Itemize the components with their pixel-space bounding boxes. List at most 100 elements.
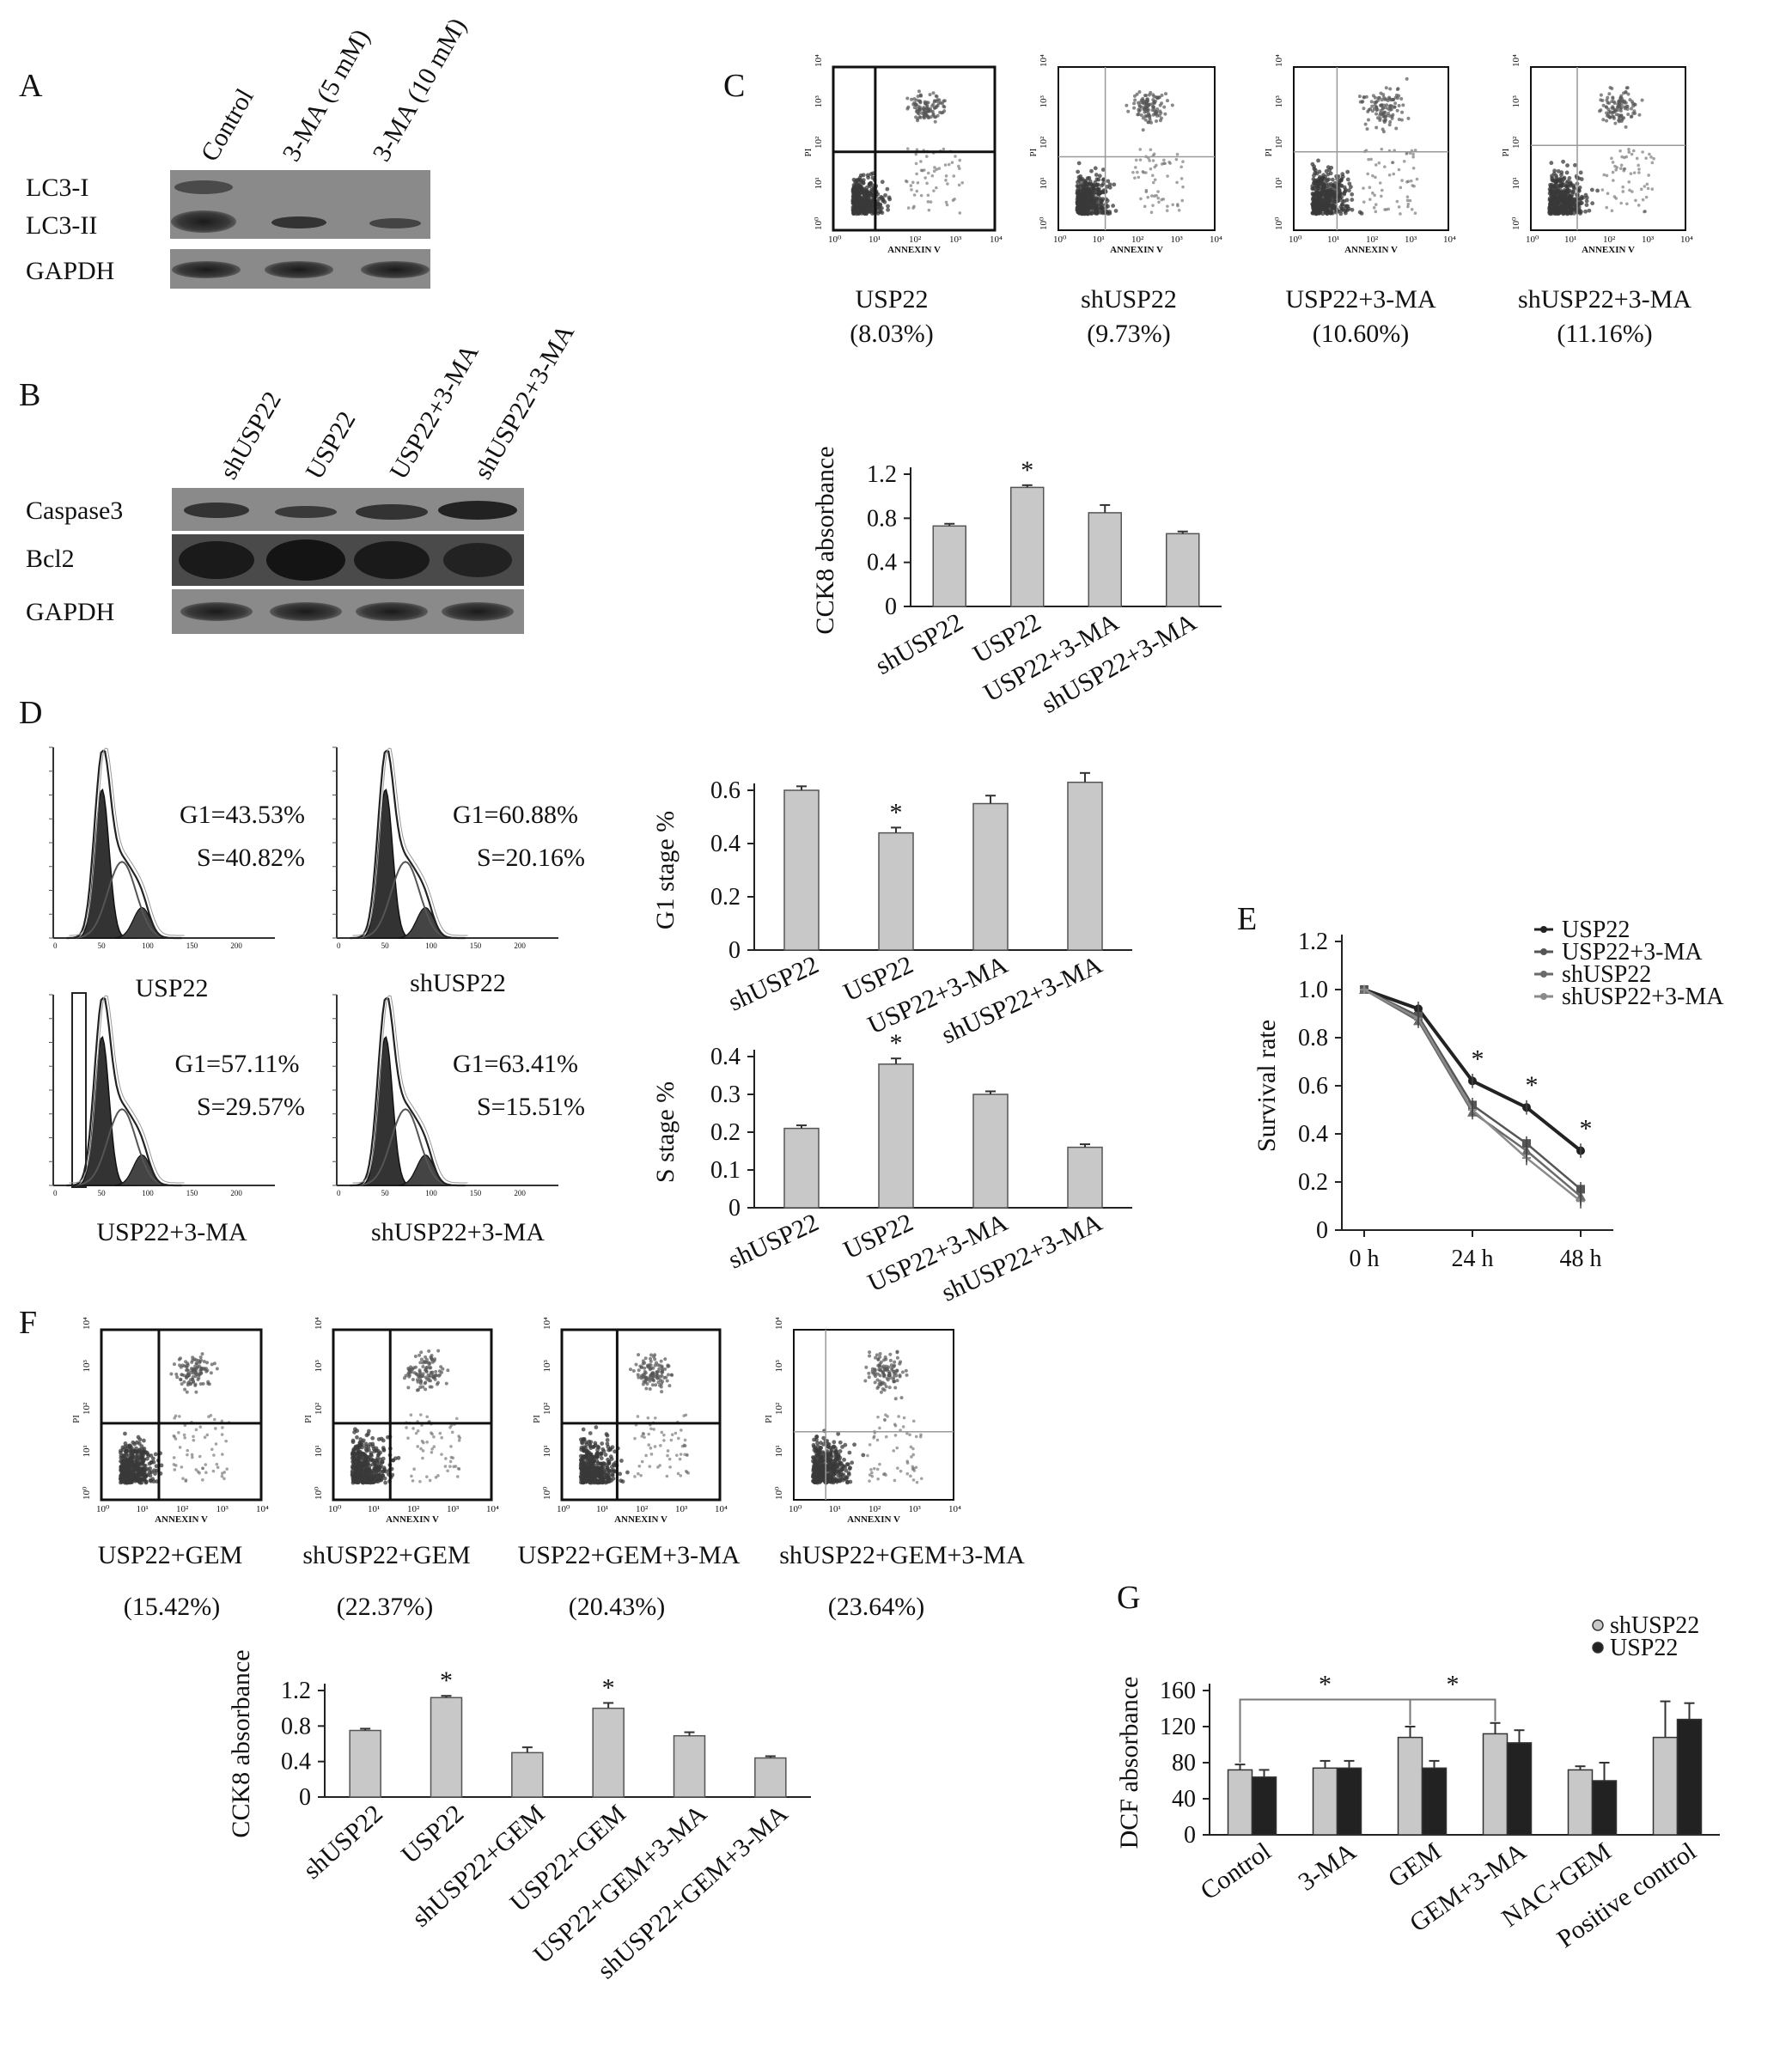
flow-event-dot — [1367, 157, 1370, 161]
flow-event-dot — [1330, 210, 1335, 216]
flow-event-dot — [200, 1352, 204, 1356]
hist-gate-box — [71, 992, 87, 1188]
flow-event-dot — [1082, 208, 1087, 213]
flow-axis-tick: 10³ — [814, 95, 824, 108]
flow-event-dot — [430, 1353, 434, 1357]
chart-bar — [878, 1063, 914, 1209]
flow-event-dot — [944, 174, 948, 178]
flow-event-dot — [1152, 106, 1156, 110]
flow-event-dot — [419, 1350, 424, 1355]
chart-legend-marker — [1540, 948, 1547, 955]
flow-event-dot — [369, 1453, 374, 1458]
flow-event-dot — [820, 1450, 826, 1455]
flow-event-dot — [925, 113, 930, 118]
chart-y-tick-label: 0.8 — [867, 505, 897, 532]
flow-axis-tick: 10⁴ — [486, 1504, 499, 1514]
hist-s-phase-curve — [357, 1108, 453, 1186]
flow-event-dot — [449, 1445, 453, 1448]
flow-axis-label: ANNEXIN V — [1344, 245, 1398, 255]
flow-event-dot — [593, 1441, 598, 1446]
flow-event-dot — [1621, 190, 1625, 193]
blot-b-row-label: Bcl2 — [26, 545, 75, 573]
flow-event-dot — [130, 1446, 134, 1451]
flow-event-dot — [663, 1357, 667, 1362]
blot-a-lane-label: 3-MA (10 mM) — [367, 13, 472, 166]
flow-event-dot — [369, 1477, 374, 1481]
flow-event-dot — [881, 198, 886, 204]
flow-event-dot — [1617, 100, 1621, 104]
flow-event-dot — [120, 1455, 125, 1460]
flow-event-dot — [1643, 185, 1647, 188]
flow-event-dot — [821, 1441, 826, 1447]
flow-event-dot — [452, 1465, 455, 1469]
flow-event-dot — [1144, 171, 1148, 174]
hist-label: USP22 — [135, 974, 208, 1002]
flow-event-dot — [174, 1372, 179, 1376]
flow-event-dot — [1383, 106, 1387, 110]
flow-event-dot — [582, 1462, 587, 1467]
flow-event-dot — [636, 1415, 640, 1418]
hist-envelope — [66, 996, 182, 1187]
flow-event-dot — [350, 1438, 356, 1443]
flow-event-dot — [209, 1414, 213, 1417]
hist-s-value: S=29.57% — [197, 1093, 305, 1121]
flow-event-dot — [1320, 193, 1326, 198]
hist-s-value: S=20.16% — [477, 844, 585, 872]
flow-event-dot — [905, 96, 910, 101]
flow-event-dot — [194, 1390, 198, 1394]
flow-event-dot — [842, 1457, 846, 1462]
flow-event-dot — [444, 1457, 448, 1460]
flow-event-dot — [119, 1465, 124, 1469]
flow-event-dot — [1164, 92, 1168, 96]
flow-event-dot — [1311, 186, 1315, 192]
flow-event-dot — [1155, 119, 1159, 124]
flow-event-dot — [1132, 94, 1137, 98]
blot-band — [266, 539, 345, 581]
flow-event-dot — [1548, 202, 1553, 206]
hist-g1-value: G1=57.11% — [175, 1050, 300, 1078]
flow-event-dot — [1627, 150, 1631, 154]
flow-event-dot — [1153, 178, 1157, 182]
flow-plot: shUSP22+GEM (22.37%) 10⁰10⁰10¹10¹10²10²1… — [302, 1317, 499, 1621]
flow-event-dot — [957, 164, 960, 168]
flow-event-dot — [1549, 161, 1554, 166]
flow-event-dot — [942, 105, 947, 109]
flow-axis-label: PI — [71, 1415, 82, 1423]
flow-event-dot — [1179, 177, 1184, 180]
flow-event-dot — [1612, 115, 1616, 119]
flow-event-dot — [619, 1459, 624, 1463]
flow-event-dot — [638, 1364, 643, 1368]
flow-event-dot — [211, 1469, 216, 1473]
flow-event-dot — [915, 189, 919, 193]
flow-event-dot — [1374, 108, 1379, 113]
flow-event-dot — [370, 1435, 375, 1441]
flow-event-dot — [375, 1477, 381, 1482]
flow-axis-tick: 10⁰ — [1274, 216, 1284, 230]
flow-event-dot — [172, 1456, 176, 1459]
flow-event-dot — [1340, 207, 1345, 211]
flow-event-dot — [134, 1450, 139, 1455]
flow-event-dot — [123, 1441, 128, 1446]
hist-axis-tick: 200 — [230, 1189, 242, 1197]
flow-event-dot — [919, 160, 923, 163]
flow-event-dot — [125, 1464, 130, 1469]
flow-event-dot — [1565, 163, 1570, 168]
flow-event-dot — [606, 1460, 612, 1465]
flow-event-dot — [458, 1436, 461, 1440]
panel-letter-c: C — [723, 68, 745, 104]
flow-event-dot — [605, 1438, 610, 1442]
flow-event-dot — [1319, 198, 1324, 203]
flow-event-dot — [644, 1386, 649, 1391]
flow-event-dot — [578, 1453, 583, 1459]
flow-event-dot — [587, 1470, 591, 1475]
panel-f-flow: USP22+GEM (15.42%) 10⁰10⁰10¹10¹10²10²10³… — [71, 1317, 1025, 1621]
flow-event-dot — [1330, 177, 1335, 182]
flow-event-dot — [194, 1428, 198, 1432]
flow-event-dot — [1385, 208, 1388, 211]
flow-event-dot — [643, 1379, 648, 1383]
flow-event-dot — [1624, 105, 1629, 109]
flow-event-dot — [644, 1453, 648, 1458]
flow-event-dot — [1389, 107, 1393, 112]
flow-event-dot — [924, 103, 929, 107]
flow-event-dot — [862, 193, 867, 198]
